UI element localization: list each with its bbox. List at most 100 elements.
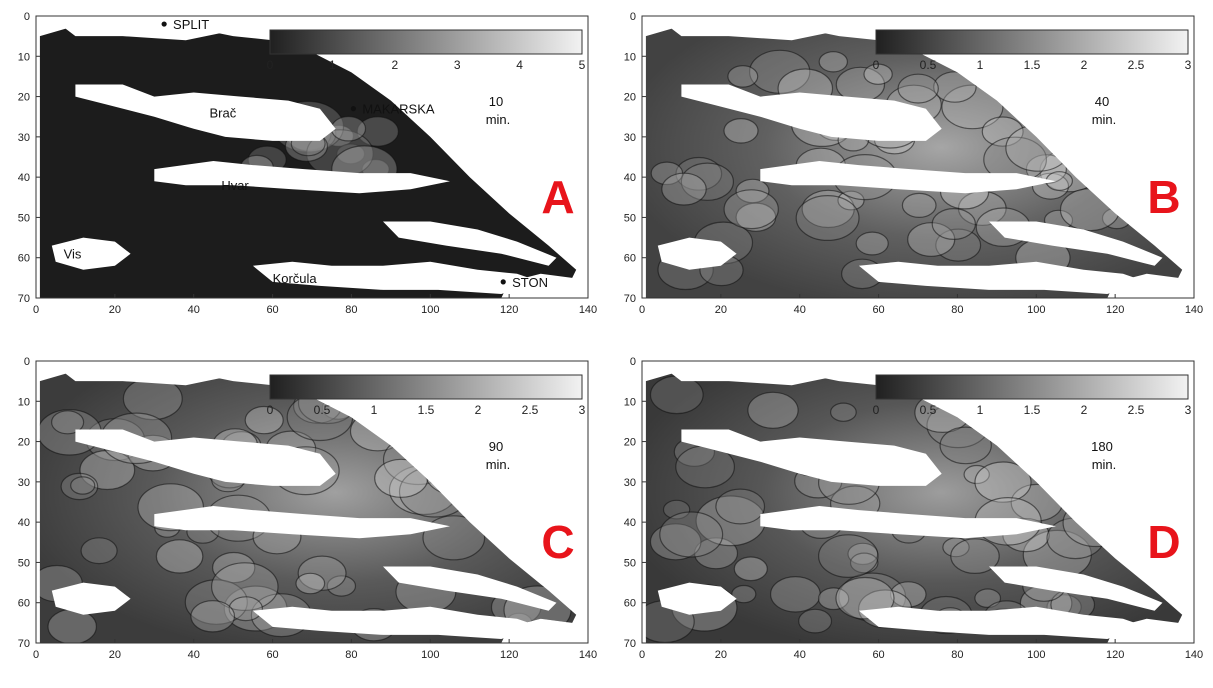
wave-cell	[228, 596, 263, 622]
colorbar-tick-label: 2.5	[1128, 403, 1145, 417]
colorbar-tick-label: 1	[329, 58, 336, 72]
wave-cell	[297, 555, 347, 591]
time-unit: min.	[486, 457, 511, 472]
colorbar-tick-label: 3	[454, 58, 461, 72]
x-tick-label: 20	[109, 304, 121, 316]
y-tick-label: 70	[624, 638, 636, 650]
island-korcula	[252, 261, 541, 294]
wave-cell	[935, 228, 982, 262]
map-panel-b: 0 20 40 60 80 100 120 140 0 10 20 30 40 50 60 70 0 0.5 1 1.…	[606, 0, 1212, 343]
x-tick-label: 140	[579, 304, 597, 316]
map-panel-c: 0 20 40 60 80 100 120 140 0 10 20 30 40 50 60 70 0 0.5 1 1.…	[0, 345, 606, 688]
wave-cell	[330, 115, 367, 142]
colorbar-tick-label: 0.5	[920, 403, 937, 417]
wave-cell	[889, 581, 927, 608]
y-tick-label: 10	[624, 396, 636, 408]
map-panel-a: 0 20 40 60 80 100 120 140 0 10 20 30 40 50 60 70 0 1 2 3 4 5 1…	[0, 0, 606, 343]
wave-cell	[244, 405, 284, 435]
y-tick-label: 40	[624, 172, 636, 184]
wave-cell	[190, 600, 236, 633]
y-tick-label: 30	[624, 132, 636, 144]
map-panel-d: 0 20 40 60 80 100 120 140 0 10 20 30 40 50 60 70 0 0.5 1 1.…	[606, 345, 1212, 688]
wave-cell	[933, 71, 977, 103]
x-tick-label: 0	[33, 304, 39, 316]
y-tick-label: 60	[624, 598, 636, 610]
colorbar-tick-label: 4	[516, 58, 523, 72]
x-tick-label: 80	[951, 649, 963, 661]
island-korcula	[858, 261, 1147, 294]
colorbar-tick-label: 2.5	[522, 403, 539, 417]
island-landmass	[989, 566, 1163, 611]
wave-cell	[818, 534, 879, 579]
y-tick-label: 10	[624, 51, 636, 63]
wave-cell	[818, 51, 848, 73]
y-tick-label: 40	[18, 517, 30, 529]
y-tick-label: 20	[624, 437, 636, 449]
colorbar-tick-label: 0	[873, 403, 880, 417]
colorbar-tick-label: 2	[1081, 58, 1088, 72]
wave-cell	[662, 499, 691, 520]
wave-cell	[855, 231, 889, 256]
island-korcula	[252, 606, 541, 639]
island-vis	[51, 237, 131, 270]
x-tick-label: 20	[715, 304, 727, 316]
place-label: Korčula	[273, 271, 318, 286]
x-tick-label: 120	[500, 304, 518, 316]
wave-cell	[863, 63, 893, 85]
island-landmass	[989, 221, 1163, 266]
y-tick-label: 40	[624, 517, 636, 529]
colorbar-tick-label: 1	[977, 58, 984, 72]
wave-cell	[901, 192, 937, 218]
wave-cell	[829, 402, 857, 422]
panel-letter: B	[1147, 171, 1180, 223]
x-tick-label: 20	[715, 649, 727, 661]
island-landmass	[383, 221, 557, 266]
time-value: 40	[1095, 94, 1109, 109]
axes-frame	[35, 360, 589, 644]
y-tick-label: 50	[18, 557, 30, 569]
island-vis	[657, 237, 737, 270]
y-tick-label: 20	[18, 437, 30, 449]
wave-cell	[981, 116, 1024, 147]
colorbar-tick-label: 2.5	[1128, 58, 1145, 72]
island-vis	[51, 582, 131, 615]
x-tick-label: 100	[1027, 649, 1045, 661]
wave-cell	[849, 552, 879, 574]
y-tick-label: 40	[18, 172, 30, 184]
wave-cell	[184, 579, 248, 625]
y-tick-label: 60	[18, 253, 30, 265]
island-korcula	[858, 606, 1147, 639]
time-value: 10	[489, 94, 503, 109]
x-tick-label: 80	[345, 649, 357, 661]
colorbar-tick-label: 2	[391, 58, 398, 72]
wave-cell	[801, 189, 855, 229]
y-tick-label: 0	[630, 356, 636, 368]
wave-cell	[295, 572, 326, 595]
x-tick-label: 120	[500, 649, 518, 661]
x-tick-label: 40	[794, 304, 806, 316]
y-tick-label: 50	[624, 212, 636, 224]
place-label: Brač	[209, 106, 236, 121]
island-landmass	[59, 365, 226, 386]
x-tick-label: 100	[421, 304, 439, 316]
island-landmass	[59, 20, 226, 41]
x-tick-label: 0	[33, 649, 39, 661]
y-tick-label: 30	[18, 132, 30, 144]
wave-cell	[795, 195, 860, 242]
y-tick-label: 50	[624, 557, 636, 569]
x-tick-label: 60	[872, 304, 884, 316]
colorbar-tick-label: 1	[977, 403, 984, 417]
colorbar-tick-label: 3	[579, 403, 586, 417]
island-landmass	[665, 365, 832, 386]
wave-cell	[659, 511, 724, 558]
wave-cell	[835, 576, 895, 620]
island-landmass	[665, 20, 832, 41]
wave-cell	[211, 551, 256, 584]
y-tick-label: 20	[18, 92, 30, 104]
wave-cell	[723, 189, 779, 230]
wave-cell	[817, 587, 850, 611]
x-tick-label: 40	[188, 304, 200, 316]
